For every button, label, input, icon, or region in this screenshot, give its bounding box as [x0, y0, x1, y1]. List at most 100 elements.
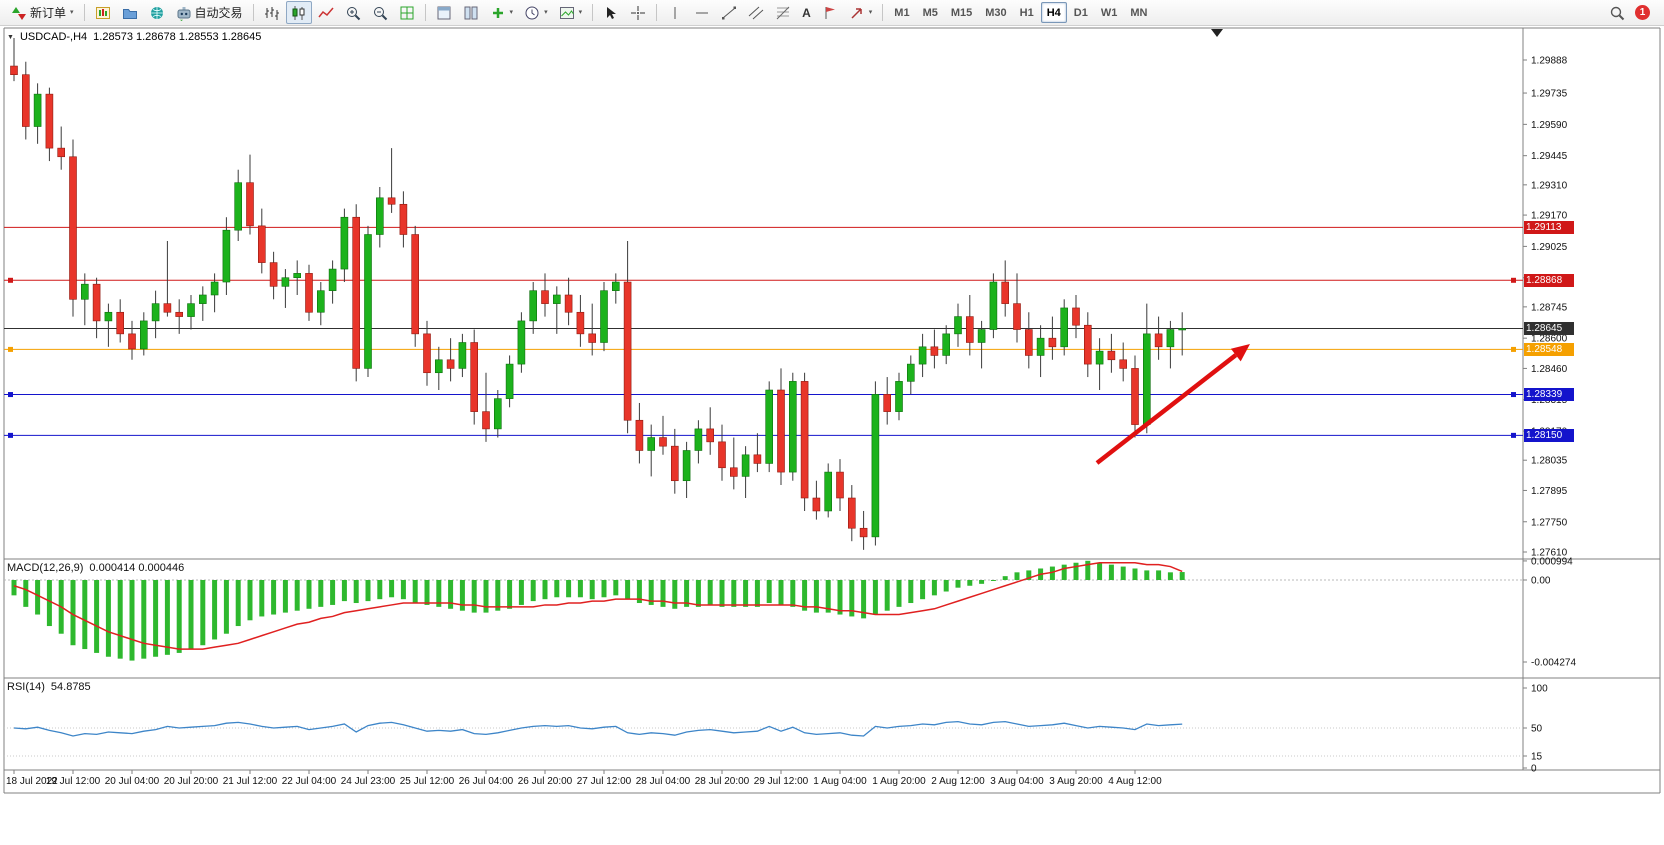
svg-text:19 Jul 12:00: 19 Jul 12:00 [46, 776, 101, 787]
trendline-tool-button[interactable] [716, 1, 742, 24]
add-indicator-button[interactable]: ▾ [485, 1, 519, 24]
zoom-in-button[interactable] [340, 1, 366, 24]
line-chart-button[interactable] [313, 1, 339, 24]
chart-header: ▼ USDCAD-,H4 1.28573 1.28678 1.28553 1.2… [7, 31, 261, 43]
toolbar-separator [424, 4, 426, 21]
svg-text:0: 0 [1531, 764, 1537, 775]
price-label-resistance-2: 1.28868 [1524, 273, 1574, 287]
svg-text:1.29025: 1.29025 [1531, 242, 1568, 253]
tile-windows-button[interactable] [458, 1, 484, 24]
svg-text:1 Aug 20:00: 1 Aug 20:00 [872, 776, 926, 787]
svg-text:29 Jul 12:00: 29 Jul 12:00 [754, 776, 809, 787]
svg-text:25 Jul 12:00: 25 Jul 12:00 [400, 776, 455, 787]
candlestick-chart-button[interactable] [285, 1, 312, 24]
new-window-icon [437, 6, 451, 19]
svg-text:27 Jul 12:00: 27 Jul 12:00 [577, 776, 632, 787]
svg-text:26 Jul 04:00: 26 Jul 04:00 [459, 776, 514, 787]
collapse-triangle-icon[interactable]: ▼ [7, 33, 14, 41]
label-tool-button[interactable] [817, 1, 843, 24]
new-order-button[interactable]: 新订单 ▾ [6, 1, 79, 24]
price-label-pivot: 1.28548 [1524, 342, 1574, 356]
new-chart-icon [95, 6, 110, 19]
macd-name: MACD(12,26,9) [7, 562, 84, 574]
horizontal-line-tool-button[interactable] [689, 1, 715, 24]
shapes-arrows-button[interactable]: ▾ [844, 1, 878, 24]
svg-text:1.29888: 1.29888 [1531, 56, 1568, 67]
text-tool-icon: A [802, 5, 811, 20]
macd-values: 0.000414 0.000446 [89, 562, 185, 574]
svg-text:1.28035: 1.28035 [1531, 456, 1568, 467]
price-label-support-2: 1.28150 [1524, 428, 1574, 442]
zoom-out-icon [373, 6, 387, 20]
bar-chart-icon [264, 6, 279, 20]
chevron-down-icon: ▾ [578, 9, 583, 16]
timeframe-m15-button[interactable]: M15 [950, 6, 973, 19]
svg-text:20 Jul 04:00: 20 Jul 04:00 [105, 776, 160, 787]
fibonacci-tool-button[interactable] [770, 1, 796, 24]
timeframe-h1-button[interactable]: H1 [1019, 6, 1034, 19]
search-icon [1610, 6, 1625, 20]
notification-badge[interactable]: 1 [1635, 5, 1650, 20]
svg-text:24 Jul 23:00: 24 Jul 23:00 [341, 776, 396, 787]
svg-text:0.00: 0.00 [1531, 576, 1551, 587]
algo-trading-button[interactable]: 自动交易 [171, 1, 248, 24]
svg-text:4 Aug 12:00: 4 Aug 12:00 [1108, 776, 1162, 787]
tile-windows-icon [464, 6, 478, 19]
svg-text:1.29735: 1.29735 [1531, 89, 1568, 100]
channel-tool-button[interactable] [743, 1, 769, 24]
zoom-out-button[interactable] [367, 1, 393, 24]
new-chart-button[interactable] [90, 1, 116, 24]
timeframe-m30-button[interactable]: M30 [985, 6, 1007, 19]
svg-text:1.28600: 1.28600 [1531, 334, 1568, 345]
timeframe-d1-button[interactable]: D1 [1073, 6, 1088, 19]
timeframe-h4-button[interactable]: H4 [1040, 2, 1067, 23]
svg-text:1.29170: 1.29170 [1531, 211, 1568, 222]
chart-template-button[interactable]: ▾ [554, 1, 588, 24]
candlestick-chart-icon [292, 5, 305, 20]
svg-text:28 Jul 04:00: 28 Jul 04:00 [636, 776, 691, 787]
main-toolbar: 新订单 ▾ 自动交易 [0, 0, 1664, 26]
community-globe-icon [150, 6, 163, 19]
svg-text:2 Aug 12:00: 2 Aug 12:00 [931, 776, 985, 787]
chevron-down-icon: ▾ [868, 9, 873, 16]
timeframe-mn-button[interactable]: MN [1130, 6, 1148, 19]
community-button[interactable] [144, 1, 170, 24]
algo-trading-label: 自动交易 [194, 6, 243, 20]
timeframe-w1-button[interactable]: W1 [1100, 6, 1118, 19]
text-tool-button[interactable]: A [797, 1, 816, 24]
line-chart-icon [317, 7, 334, 17]
rsi-pane-label: RSI(14) 54.8785 [7, 681, 91, 693]
toolbar-separator [882, 4, 884, 21]
clock-icon [525, 6, 539, 19]
chart-template-icon [559, 6, 574, 19]
cursor-button[interactable] [598, 1, 624, 24]
period-selector-button[interactable]: ▾ [519, 1, 553, 24]
svg-text:50: 50 [1531, 724, 1543, 735]
indicators-button[interactable] [394, 1, 420, 24]
crosshair-icon [631, 5, 646, 20]
profiles-icon [122, 8, 137, 19]
toolbar-separator [592, 4, 594, 21]
profiles-button[interactable] [117, 1, 143, 24]
new-window-button[interactable] [431, 1, 457, 24]
indicators-grid-icon [400, 6, 414, 19]
crosshair-button[interactable] [625, 1, 651, 24]
svg-text:1.27750: 1.27750 [1531, 517, 1568, 528]
timeframe-m5-button[interactable]: M5 [922, 6, 938, 19]
bar-chart-button[interactable] [259, 1, 285, 24]
vertical-line-tool-button[interactable] [662, 1, 688, 24]
rsi-name: RSI(14) [7, 681, 45, 693]
new-order-label: 新订单 [30, 6, 67, 20]
timeframe-m1-button[interactable]: M1 [894, 6, 910, 19]
svg-text:26 Jul 20:00: 26 Jul 20:00 [518, 776, 573, 787]
svg-text:1.27895: 1.27895 [1531, 486, 1568, 497]
svg-text:-0.004274: -0.004274 [1531, 658, 1576, 669]
macd-pane-label: MACD(12,26,9) 0.000414 0.000446 [7, 562, 184, 574]
svg-text:3 Aug 04:00: 3 Aug 04:00 [990, 776, 1044, 787]
svg-text:15: 15 [1531, 752, 1543, 763]
vertical-line-icon [674, 6, 676, 19]
search-button[interactable] [1604, 1, 1630, 24]
chevron-down-icon: ▾ [509, 9, 514, 16]
svg-text:100: 100 [1531, 684, 1548, 695]
